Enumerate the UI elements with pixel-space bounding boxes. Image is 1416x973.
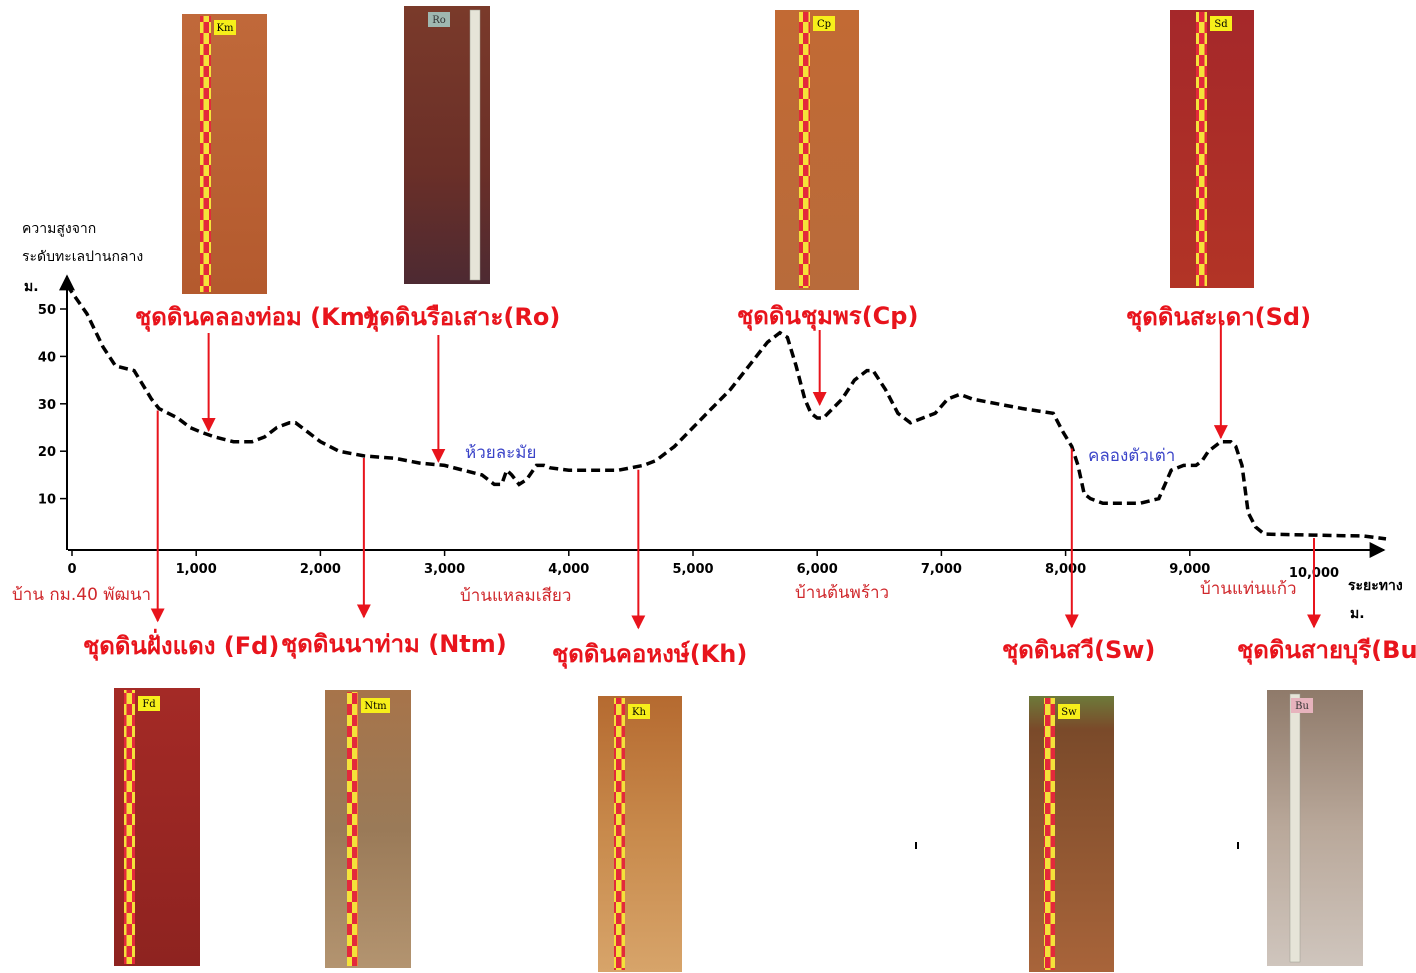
x-tick-label: 4,000: [548, 562, 589, 577]
y-tick-label: 10: [38, 493, 56, 508]
soil-photo-bg: [1170, 10, 1254, 288]
soil-code-text: Ntm: [364, 701, 387, 712]
measuring-tape: [1289, 693, 1301, 963]
soil-code-text: Km: [217, 23, 234, 34]
measuring-ruler: [614, 698, 625, 970]
village-label: บ้านแท่นแก้ว: [1200, 579, 1297, 599]
soil-code-text: Bu: [1295, 701, 1309, 712]
soil-profile-photos: Km Ro Cp Sd Fd Ntm Kh Sw Bu: [114, 6, 1363, 972]
soil-arrows: [150, 325, 1321, 630]
soil-photo-cp: Cp: [775, 10, 859, 290]
measuring-tape: [469, 9, 481, 281]
soil-label-ro: ชุดดินรือเสาะ(Ro): [363, 303, 560, 333]
soil-photo-kh: Kh: [598, 696, 682, 972]
soil-labels: ชุดดินคลองท่อม (Km)ชุดดินรือเสาะ(Ro) ชุดด…: [83, 302, 1416, 670]
soil-label-sd: ชุดดินสะเดา(Sd): [1126, 303, 1311, 333]
soil-code-tag: [1210, 16, 1232, 31]
soil-photo-bg: [182, 14, 267, 294]
soil-photo-bg: [1267, 690, 1363, 966]
measuring-ruler: [1196, 12, 1207, 286]
x-axis-title-line-1: ระยะทาง: [1348, 578, 1403, 594]
soil-code-tag: [361, 698, 390, 713]
axes: [59, 274, 1386, 558]
soil-label-fd: ชุดดินฝั่งแดง (Fd): [83, 628, 279, 662]
village-label: บ้านต้นพร้าว: [795, 583, 889, 603]
y-axis-title-line-3: ม.: [24, 279, 39, 295]
soil-photo-bg: [325, 690, 411, 968]
measuring-ruler: [124, 690, 135, 964]
soil-label-sw: ชุดดินสวี(Sw): [1002, 636, 1155, 666]
measuring-ruler: [1044, 698, 1055, 970]
soil-photo-bu: Bu: [1267, 690, 1363, 966]
x-tick-label: 3,000: [424, 562, 465, 577]
soil-code-text: Cp: [817, 19, 831, 30]
soil-code-tag: [138, 696, 160, 711]
soil-code-tag: [628, 704, 650, 719]
y-axis-title-line-1: ความสูงจาก: [22, 221, 96, 237]
soil-code-tag: [813, 16, 835, 31]
elevation-profile-line: [65, 284, 1387, 541]
x-tick-label: 8,000: [1045, 562, 1086, 577]
soil-photo-sd: Sd: [1170, 10, 1254, 288]
soil-photo-ntm: Ntm: [325, 690, 411, 968]
x-tick-label: 1,000: [176, 562, 217, 577]
village-label: บ้านแหลมเสียว: [460, 586, 571, 606]
y-tick-label: 50: [38, 303, 56, 318]
soil-label-cp: ชุดดินชุมพร(Cp): [737, 302, 918, 332]
soil-photo-bg: [775, 10, 859, 290]
place-labels: บ้าน กม.40 พัฒนา บ้านแหลมเสียว บ้านต้นพร้า…: [12, 443, 1297, 606]
soil-code-text: Sd: [1214, 19, 1228, 30]
y-tick-label: 40: [38, 350, 56, 365]
village-label: บ้าน กม.40 พัฒนา: [12, 585, 151, 605]
soil-photo-fd: Fd: [114, 688, 200, 966]
stream-label: คลองตัวเต่า: [1088, 446, 1175, 466]
y-axis-title-line-2: ระดับทะเลปานกลาง: [22, 249, 143, 265]
soil-code-text: Kh: [632, 707, 646, 718]
soil-code-tag: [428, 12, 450, 27]
measuring-ruler: [347, 692, 358, 966]
x-tick-label: 5,000: [672, 562, 713, 577]
x-axis-title-line-2: ม.: [1350, 606, 1365, 622]
y-tick-label: 20: [38, 445, 56, 460]
soil-code-tag: [1291, 698, 1313, 713]
soil-label-ntm: ชุดดินนาท่าม (Ntm): [281, 630, 507, 660]
measuring-ruler: [200, 16, 211, 292]
measuring-ruler: [799, 12, 810, 288]
stray-mark: [1237, 842, 1239, 849]
x-tick-label: 0: [67, 562, 76, 577]
x-tick-label: 7,000: [921, 562, 962, 577]
soil-label-kh: ชุดดินคอหงษ์(Kh): [552, 640, 747, 670]
soil-code-text: Ro: [432, 15, 446, 26]
soil-code-tag: [1058, 704, 1080, 719]
soil-code-text: Fd: [142, 699, 156, 710]
stream-label: ห้วยละมัย: [465, 443, 536, 463]
soil-code-tag: [214, 20, 236, 35]
soil-photo-sw: Sw: [1029, 696, 1114, 972]
x-tick-label: 6,000: [797, 562, 838, 577]
soil-photo-ro: Ro: [404, 6, 490, 284]
soil-label-bu: ชุดดินสายบุรี(Bu): [1237, 636, 1416, 666]
stray-mark: [915, 842, 917, 849]
soil-photo-km: Km: [182, 14, 267, 294]
soil-label-km: ชุดดินคลองท่อม (Km): [135, 303, 376, 333]
soil-photo-bg: [598, 696, 682, 972]
y-tick-label: 30: [38, 398, 56, 413]
x-tick-label: 2,000: [300, 562, 341, 577]
soil-photo-bg: [1029, 696, 1114, 972]
x-tick-label: 9,000: [1169, 562, 1210, 577]
soil-code-text: Sw: [1061, 707, 1077, 718]
